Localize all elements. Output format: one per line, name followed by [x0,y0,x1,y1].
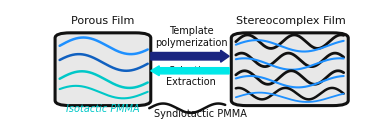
Text: Template
polymerization: Template polymerization [155,26,227,48]
Text: Porous Film: Porous Film [71,16,135,26]
FancyArrow shape [151,50,229,62]
Text: Isotactic PMMA: Isotactic PMMA [66,104,140,114]
FancyArrow shape [151,66,229,76]
FancyBboxPatch shape [55,33,151,106]
Text: Syndiotactic PMMA: Syndiotactic PMMA [154,109,247,119]
Text: Stereocomplex Film: Stereocomplex Film [236,16,345,26]
Text: Selective
Extraction: Selective Extraction [166,66,216,87]
FancyBboxPatch shape [231,33,348,106]
